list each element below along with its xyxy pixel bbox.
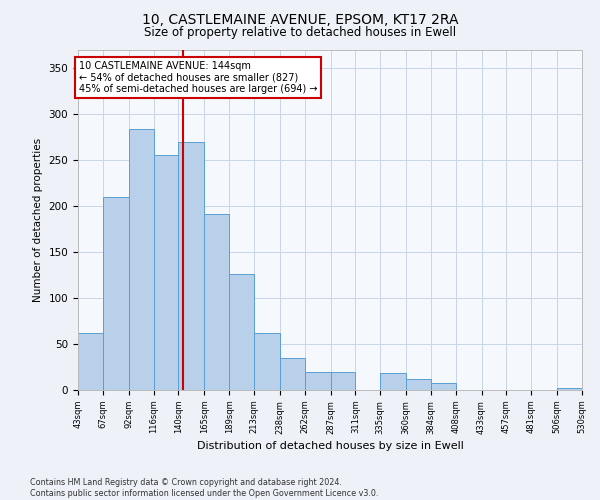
Text: 10 CASTLEMAINE AVENUE: 144sqm
← 54% of detached houses are smaller (827)
45% of : 10 CASTLEMAINE AVENUE: 144sqm ← 54% of d… (79, 61, 317, 94)
Bar (280, 358, 305, 390)
Bar (406, 379, 431, 390)
Text: Contains HM Land Registry data © Crown copyright and database right 2024.
Contai: Contains HM Land Registry data © Crown c… (30, 478, 379, 498)
Bar (129, 129, 154, 390)
Bar (254, 333, 280, 390)
Bar (331, 372, 355, 390)
Text: 10, CASTLEMAINE AVENUE, EPSOM, KT17 2RA: 10, CASTLEMAINE AVENUE, EPSOM, KT17 2RA (142, 12, 458, 26)
X-axis label: Distribution of detached houses by size in Ewell: Distribution of detached houses by size … (197, 440, 463, 450)
Bar (229, 274, 254, 390)
Bar (431, 382, 456, 390)
Bar (305, 372, 331, 390)
Bar (178, 142, 204, 390)
Bar (154, 155, 178, 390)
Bar (204, 214, 229, 390)
Bar (380, 374, 406, 390)
Y-axis label: Number of detached properties: Number of detached properties (33, 138, 43, 302)
Bar (557, 388, 582, 390)
Bar (78, 333, 103, 390)
Bar (103, 197, 129, 390)
Text: Size of property relative to detached houses in Ewell: Size of property relative to detached ho… (144, 26, 456, 39)
